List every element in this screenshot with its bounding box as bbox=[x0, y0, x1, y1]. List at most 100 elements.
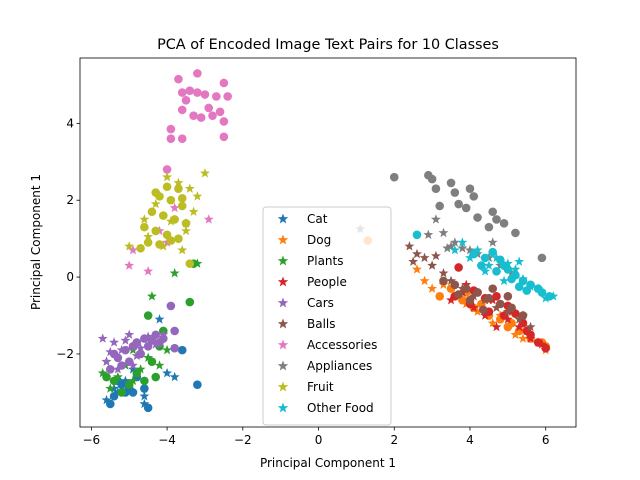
legend-marker-other-food bbox=[277, 402, 289, 413]
balls-star-point bbox=[525, 321, 536, 332]
fruit-circle-point bbox=[177, 194, 187, 203]
people-star-point bbox=[536, 339, 547, 349]
legend-marker-balls bbox=[277, 318, 289, 329]
cat-circle-point bbox=[177, 345, 187, 355]
x-tick-label: −2 bbox=[234, 433, 252, 447]
legend: Cat Dog Plants People Cars Balls Accessories Ap… bbox=[262, 206, 392, 426]
balls-star-point bbox=[468, 291, 479, 301]
legend-label-accessories: Accessories bbox=[307, 338, 377, 352]
appliances-circle-point bbox=[389, 172, 399, 182]
appliances-star-point bbox=[442, 243, 453, 253]
people-circle-point bbox=[454, 263, 463, 272]
fruit-circle-point bbox=[174, 184, 183, 193]
cars-star-point bbox=[135, 343, 146, 353]
accessories-circle-point bbox=[189, 111, 198, 120]
plants-star-point bbox=[169, 268, 180, 278]
fruit-star-point bbox=[184, 183, 195, 193]
cat-circle-point bbox=[128, 388, 138, 397]
other-food-circle-point bbox=[412, 230, 422, 240]
other-food-star-point bbox=[457, 237, 468, 247]
people-star-point bbox=[514, 321, 525, 332]
y-axis-label: Principal Component 1 bbox=[29, 174, 43, 310]
appliances-circle-point bbox=[454, 199, 463, 209]
fruit-circle-point bbox=[162, 182, 172, 192]
accessories-circle-point bbox=[223, 92, 232, 101]
other-food-star-point bbox=[510, 264, 521, 274]
other-food-star-point bbox=[465, 252, 475, 263]
fruit-star-point bbox=[188, 206, 199, 216]
balls-star-point bbox=[404, 241, 415, 251]
plants-circle-point bbox=[143, 311, 153, 320]
other-food-star-point bbox=[518, 273, 528, 284]
other-food-circle-point bbox=[480, 253, 490, 263]
x-tick-label: 4 bbox=[466, 433, 474, 447]
plants-star-point bbox=[105, 383, 116, 393]
plants-star-point bbox=[135, 364, 146, 374]
cars-star-point bbox=[150, 339, 161, 349]
plants-star-point bbox=[162, 344, 173, 355]
other-food-star-point bbox=[502, 258, 513, 268]
cars-circle-point bbox=[170, 326, 179, 336]
cars-star-point bbox=[143, 331, 154, 341]
plants-circle-point bbox=[151, 372, 161, 382]
accessories-circle-point bbox=[166, 124, 176, 134]
accessories-star-point bbox=[203, 214, 214, 224]
balls-star-point bbox=[480, 294, 491, 305]
legend-label-other-food: Other Food bbox=[307, 401, 374, 415]
appliances-circle-point bbox=[446, 178, 456, 188]
fruit-circle-point bbox=[166, 236, 176, 245]
accessories-circle-point bbox=[219, 78, 229, 88]
appliances-circle-point bbox=[537, 253, 547, 263]
people-star-point bbox=[461, 279, 472, 289]
dog-star-point bbox=[427, 283, 438, 293]
accessories-star-point bbox=[143, 266, 154, 276]
appliances-circle-point bbox=[473, 213, 482, 222]
appliances-circle-point bbox=[435, 201, 444, 211]
cat-star-point bbox=[128, 364, 138, 374]
x-tick-label: 0 bbox=[315, 433, 323, 447]
y-tick-label: 0 bbox=[66, 270, 74, 284]
plot-frame bbox=[79, 57, 577, 428]
balls-circle-point bbox=[503, 292, 513, 301]
cars-star-point bbox=[128, 360, 138, 370]
cars-circle-point bbox=[105, 365, 115, 374]
dog-star-point bbox=[412, 264, 422, 274]
accessories-circle-point bbox=[212, 92, 221, 101]
other-food-star-point bbox=[514, 256, 525, 266]
appliances-circle-point bbox=[484, 222, 494, 232]
appliances-star-point bbox=[446, 241, 456, 251]
y-axis: −2 0 2 4 bbox=[56, 116, 80, 361]
accessories-circle-point bbox=[200, 90, 210, 99]
other-food-circle-point bbox=[492, 267, 501, 276]
appliances-star-point bbox=[438, 227, 449, 238]
balls-star-point bbox=[430, 250, 441, 261]
dog-star-point bbox=[510, 329, 521, 339]
people-star-point bbox=[480, 310, 491, 320]
cars-star-point bbox=[101, 356, 112, 366]
plants-star-point bbox=[192, 258, 203, 268]
accessories-circle-point bbox=[177, 88, 187, 97]
balls-star-point bbox=[491, 302, 502, 313]
plants-circle-point bbox=[140, 376, 149, 386]
appliances-circle-point bbox=[499, 218, 509, 228]
balls-circle-point bbox=[439, 276, 448, 286]
fruit-circle-point bbox=[151, 188, 161, 197]
fruit-circle-point bbox=[177, 201, 187, 211]
fruit-star-point bbox=[177, 244, 188, 255]
people-star-point bbox=[446, 294, 456, 305]
fruit-star-point bbox=[143, 231, 154, 241]
balls-star-point bbox=[419, 252, 430, 263]
cars-star-point bbox=[97, 333, 108, 343]
cars-circle-point bbox=[170, 343, 179, 353]
legend-label-appliances: Appliances bbox=[307, 359, 372, 373]
x-axis-label: Principal Component 1 bbox=[260, 456, 396, 470]
appliances-circle-point bbox=[465, 184, 475, 193]
fruit-star-point bbox=[192, 191, 203, 201]
fruit-circle-point bbox=[174, 234, 183, 243]
x-tick-label: 2 bbox=[390, 433, 398, 447]
balls-star-point bbox=[427, 260, 438, 270]
fruit-star-point bbox=[165, 216, 176, 226]
cars-circle-point bbox=[166, 301, 176, 311]
fruit-star-point bbox=[162, 171, 173, 182]
cat-star-point bbox=[120, 375, 131, 386]
